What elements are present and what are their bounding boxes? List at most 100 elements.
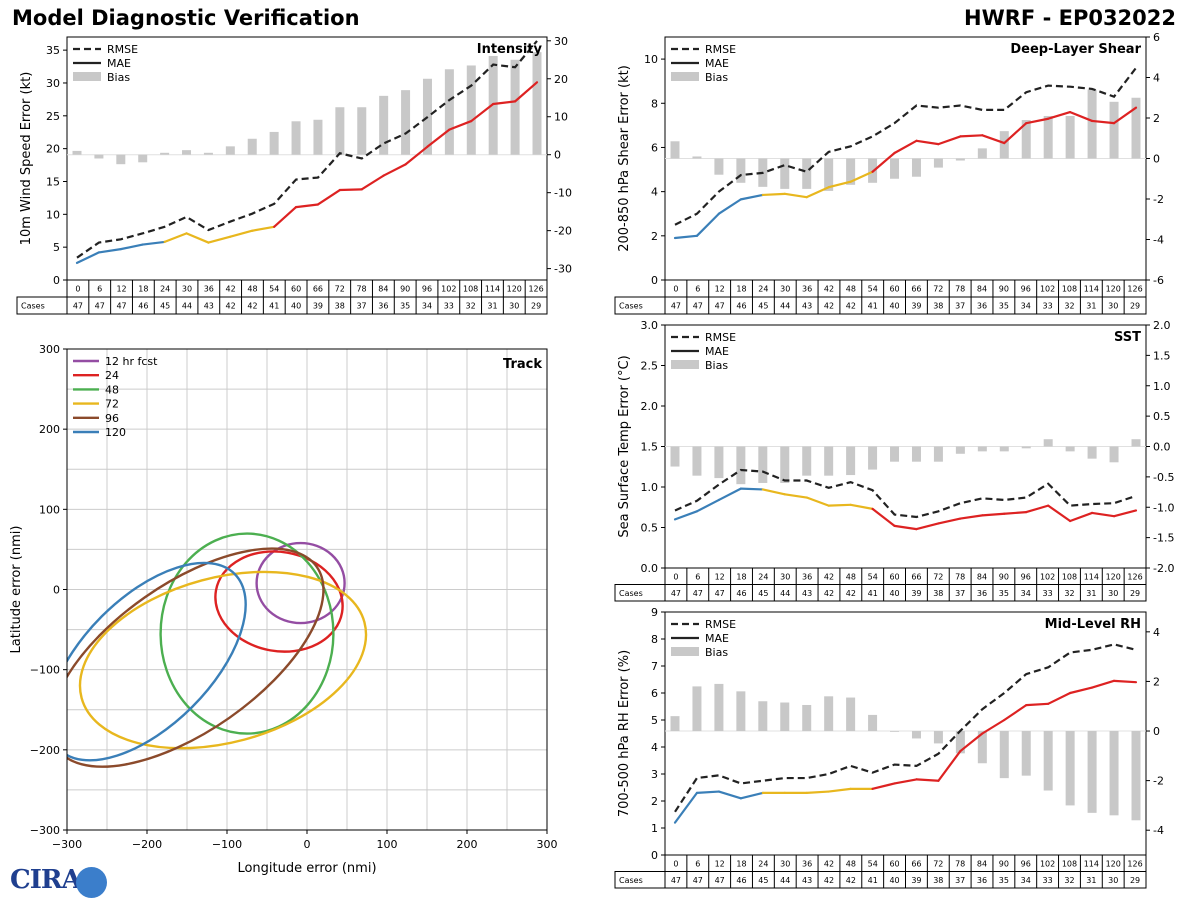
intensity-hour-label: 102 (441, 285, 456, 294)
shear-mae-segment (695, 212, 721, 237)
shear-ytick-label: 6 (651, 141, 658, 154)
intensity-ytick-label: 5 (53, 241, 60, 254)
intensity-case-count: 42 (247, 302, 257, 311)
shear-mae-segment (849, 170, 874, 183)
intensity-ytick-label: 20 (46, 143, 60, 156)
shear-case-count: 38 (933, 302, 943, 311)
rh-mae-segment (1112, 679, 1138, 684)
sst-bias-bar (868, 446, 878, 470)
sst-bias-bar (1021, 446, 1031, 449)
shear-hour-label: 90 (999, 285, 1009, 294)
track-ytick-label: −300 (30, 824, 60, 837)
sst-bias-bar (955, 446, 965, 454)
rh-legend-bias-label: Bias (705, 646, 728, 659)
shear-hour-label: 66 (911, 285, 921, 294)
rh-y2tick-label: 2 (1153, 675, 1160, 688)
rh-hour-label: 48 (846, 859, 856, 868)
rh-hour-label: 12 (715, 859, 725, 868)
shear-legend-rmse-label: RMSE (705, 43, 736, 56)
sst-bias-bar (977, 446, 987, 452)
rh-bias-bar (824, 696, 834, 732)
rh-hour-label: 36 (802, 859, 812, 868)
intensity-y2tick-label: -30 (554, 263, 572, 276)
rh-cases-label: Cases (619, 876, 643, 885)
rh-case-count: 34 (1021, 876, 1031, 885)
track-ytick-label: 0 (53, 584, 60, 597)
sst-ytick-label: 1.5 (641, 441, 659, 454)
rh-ytick-label: 1 (651, 822, 658, 835)
rh-y2tick-label: -4 (1153, 824, 1164, 837)
rh-mae-segment (717, 790, 742, 800)
shear-hour-label: 126 (1127, 285, 1142, 294)
track-xtick-label: 0 (304, 838, 311, 851)
sst-hour-label: 36 (802, 572, 812, 581)
shear-case-count: 39 (911, 302, 921, 311)
shear-case-count: 47 (693, 302, 703, 311)
shear-case-count: 43 (802, 302, 812, 311)
track-title: Track (503, 357, 542, 372)
intensity-ytick-label: 0 (53, 274, 60, 287)
intensity-mae-segment (207, 235, 232, 244)
intensity-case-count: 31 (487, 302, 497, 311)
shear-bias-bar (846, 158, 856, 185)
intensity-mae-segment (163, 232, 188, 244)
rh-hour-label: 78 (955, 859, 965, 868)
intensity-mae-segment (404, 145, 429, 166)
sst-mae-segment (1025, 504, 1050, 514)
rh-legend-mae-label: MAE (705, 632, 729, 645)
shear-bias-bar (1131, 97, 1141, 159)
intensity-mae-segment (360, 174, 385, 191)
intensity-bias-bar (160, 152, 170, 155)
shear-hour-label: 78 (955, 285, 965, 294)
shear-ylabel: 200-850 hPa Shear Error (kt) (617, 65, 632, 252)
sst-hour-label: 0 (673, 572, 678, 581)
shear-rmse-line (674, 67, 1137, 226)
shear-y2tick-label: 2 (1153, 112, 1160, 125)
track-ellipse-12 (255, 541, 346, 625)
sst-hour-label: 102 (1040, 572, 1055, 581)
track-ellipse-24 (214, 550, 344, 653)
sst-mae-segment (673, 510, 699, 521)
rh-case-count: 42 (846, 876, 856, 885)
shear-case-count: 45 (758, 302, 768, 311)
intensity-bias-bar (94, 154, 104, 159)
rh-bias-bar (977, 731, 987, 764)
rh-case-count: 32 (1064, 876, 1074, 885)
shear-y2tick-label: 4 (1153, 72, 1160, 85)
sst-bias-bar (1087, 446, 1097, 459)
rh-hour-label: 96 (1021, 859, 1031, 868)
sst-mae-segment (1112, 509, 1138, 518)
track-ellipses (67, 532, 368, 768)
rh-hour-label: 114 (1084, 859, 1099, 868)
shear-mae-segment (871, 151, 896, 173)
rh-case-count: 36 (977, 876, 987, 885)
rh-case-count: 42 (824, 876, 834, 885)
shear-hour-label: 102 (1040, 285, 1055, 294)
sst-legend-bias-label: Bias (705, 359, 728, 372)
sst-mae-segment (959, 514, 984, 520)
rh-ytick-label: 3 (651, 768, 658, 781)
sst-case-count: 30 (1108, 589, 1118, 598)
shear-ytick-label: 0 (651, 274, 658, 287)
rh-mae-segment (827, 787, 852, 793)
rh-bias-bar (692, 686, 702, 732)
intensity-hour-label: 96 (422, 285, 432, 294)
shear-cases-cell (614, 296, 666, 315)
intensity-mae-segment (448, 119, 473, 131)
sst-y2tick-label: -2.0 (1153, 562, 1174, 575)
sst-case-count: 42 (846, 589, 856, 598)
sst-hour-label: 66 (911, 572, 921, 581)
storm-id-title: HWRF - EP032022 (964, 6, 1176, 30)
shear-ytick-label: 4 (651, 186, 658, 199)
rh-hour-label: 60 (889, 859, 899, 868)
intensity-y2tick-label: -10 (554, 187, 572, 200)
sst-hour-label: 12 (715, 572, 725, 581)
track-legend-label: 12 hr fcst (105, 355, 158, 368)
shear-hour-label: 114 (1084, 285, 1099, 294)
sst-mae-segment (849, 503, 874, 510)
intensity-bias-bar (379, 95, 389, 155)
sst-case-count: 39 (911, 589, 921, 598)
shear-case-count: 36 (977, 302, 987, 311)
shear-legend-bias-label: Bias (705, 71, 728, 84)
shear-mae-segment (717, 198, 742, 215)
